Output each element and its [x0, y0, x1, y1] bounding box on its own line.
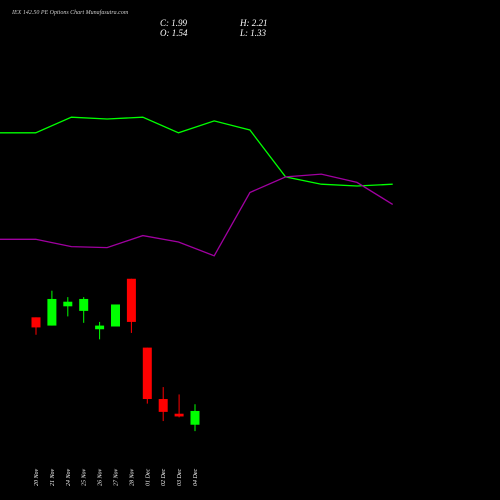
x-tick-label: 04 Dec [192, 469, 199, 486]
x-tick-label: 03 Dec [177, 469, 183, 486]
candle-body [142, 347, 152, 400]
candle-body [174, 413, 184, 417]
candle-body [47, 298, 57, 326]
candle-body [126, 278, 136, 322]
x-tick-label: 28 Nov [129, 468, 135, 486]
x-tick-label: 26 Nov [98, 468, 104, 486]
x-tick-label: 02 Dec [161, 469, 167, 486]
open-label: O: 1.54 [160, 28, 188, 38]
x-tick-label: 27 Nov [114, 468, 120, 486]
x-tick-label: 01 Dec [145, 469, 151, 486]
indicator-line [0, 116, 393, 187]
candle-body [111, 304, 120, 327]
x-tick-label: 20 Nov [34, 468, 40, 486]
candle-body [158, 399, 168, 412]
candle-body [95, 325, 105, 330]
candle-body [31, 317, 41, 328]
candle-body [79, 298, 89, 311]
close-label: C: 1.99 [160, 18, 188, 28]
x-tick-label: 24 Nov [65, 468, 72, 486]
candle-body [190, 410, 200, 425]
indicator-line [0, 173, 394, 257]
low-label: L: 1.33 [239, 28, 267, 38]
x-tick-label: 25 Nov [82, 468, 88, 486]
x-tick-label: 21 Nov [50, 468, 56, 486]
high-label: H: 2.21 [239, 18, 268, 28]
candle-body [63, 301, 73, 307]
chart-title: IEX 142.50 PE Options Chart Munafasutra.… [11, 9, 129, 16]
